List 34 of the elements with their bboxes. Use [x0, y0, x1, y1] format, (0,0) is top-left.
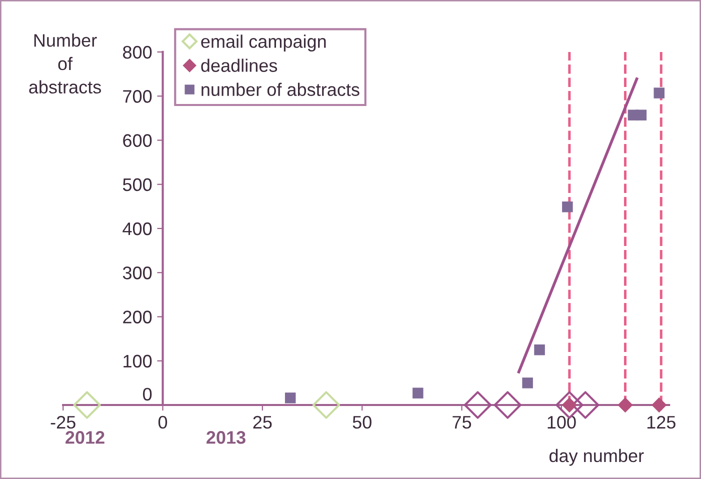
x-tick-label: -25: [50, 416, 76, 429]
legend-label: email campaign: [201, 34, 326, 52]
x-axis-title: day number: [549, 448, 644, 466]
x-tick-label: 0: [158, 416, 168, 429]
text: 2012: [66, 431, 104, 444]
y-tick-label: 300: [122, 266, 152, 280]
x-tick-label: 125: [647, 416, 676, 429]
x-tick-label: 25: [253, 416, 272, 429]
x-tick-label: 50: [352, 416, 372, 429]
legend-label: deadlines: [201, 58, 278, 72]
text: 2013: [206, 431, 246, 444]
point: [312, 391, 340, 419]
y-tick-label: 0: [143, 388, 152, 401]
point: [412, 388, 424, 398]
y-axis-title: Number of abstracts: [29, 34, 101, 94]
x-tick-label: 100: [548, 416, 576, 429]
point: [636, 110, 647, 120]
point: [494, 391, 522, 419]
point: [284, 392, 296, 404]
x-tick-label: 75: [452, 416, 472, 429]
y-tick-label: 100: [124, 354, 152, 368]
y-tick-label: 600: [123, 134, 152, 147]
point: [522, 378, 533, 388]
point: [654, 88, 665, 98]
point: [534, 344, 545, 356]
point: [562, 201, 573, 212]
point: [652, 397, 667, 413]
y-tick-label: 500: [122, 178, 152, 192]
y-tick-label: 200: [123, 310, 152, 324]
y-tick-label: 700: [123, 90, 152, 103]
y-tick-label: 800: [123, 46, 152, 59]
point: [618, 397, 633, 413]
y-tick-label: 400: [122, 222, 152, 236]
legend-label: number of abstracts: [202, 82, 360, 96]
